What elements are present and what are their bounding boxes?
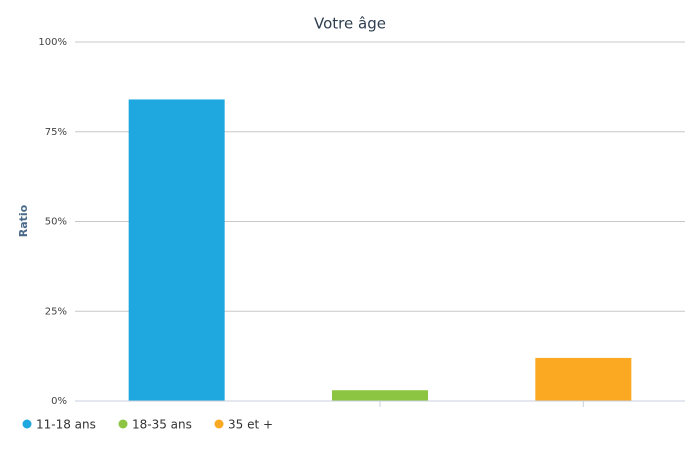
- legend-marker: [118, 419, 128, 429]
- legend-label[interactable]: 11-18 ans: [36, 418, 96, 432]
- y-tick-label: 0%: [51, 396, 67, 407]
- y-tick-label: 50%: [45, 217, 67, 228]
- y-tick-label: 25%: [45, 306, 67, 317]
- y-tick-label: 75%: [45, 127, 67, 138]
- legend-marker: [214, 419, 224, 429]
- bar: [535, 357, 632, 401]
- legend-marker: [22, 419, 32, 429]
- bar: [332, 390, 428, 401]
- bar: [128, 99, 225, 401]
- y-axis-label: Ratio: [17, 204, 30, 237]
- legend-label[interactable]: 35 et +: [228, 418, 273, 432]
- y-tick-label: 100%: [38, 37, 67, 48]
- legend-label[interactable]: 18-35 ans: [132, 418, 192, 432]
- chart-title: Votre âge: [314, 15, 386, 33]
